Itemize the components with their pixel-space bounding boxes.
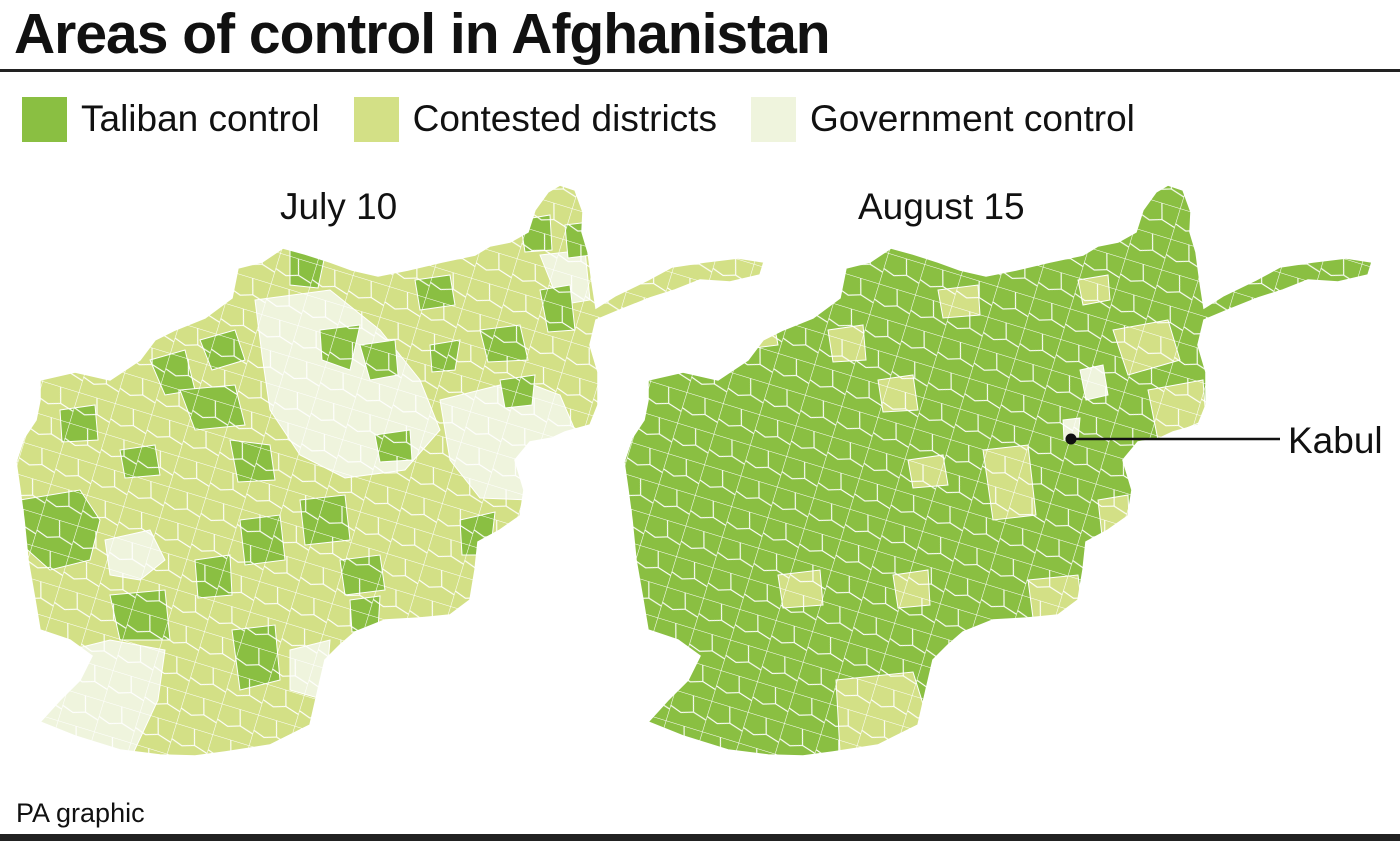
title-divider [0,69,1400,72]
legend-item-taliban: Taliban control [22,96,320,142]
kabul-label: Kabul [1288,420,1383,461]
map-august-15 [623,184,1373,757]
page-title: Areas of control in Afghanistan [14,2,831,66]
legend-label-taliban: Taliban control [81,98,320,139]
legend: Taliban control Contested districts Gove… [22,96,1169,142]
legend-item-government: Government control [750,96,1135,142]
legend-swatch-taliban [22,96,67,142]
footer-divider [0,834,1400,841]
map-label-july: July 10 [280,186,398,227]
legend-label-contested: Contested districts [412,98,717,139]
map-label-august: August 15 [858,186,1025,227]
legend-swatch-contested [353,96,399,142]
legend-item-contested: Contested districts [353,96,717,142]
source-credit: PA graphic [16,798,145,828]
legend-label-government: Government control [809,98,1135,139]
legend-swatch-government [750,96,796,142]
